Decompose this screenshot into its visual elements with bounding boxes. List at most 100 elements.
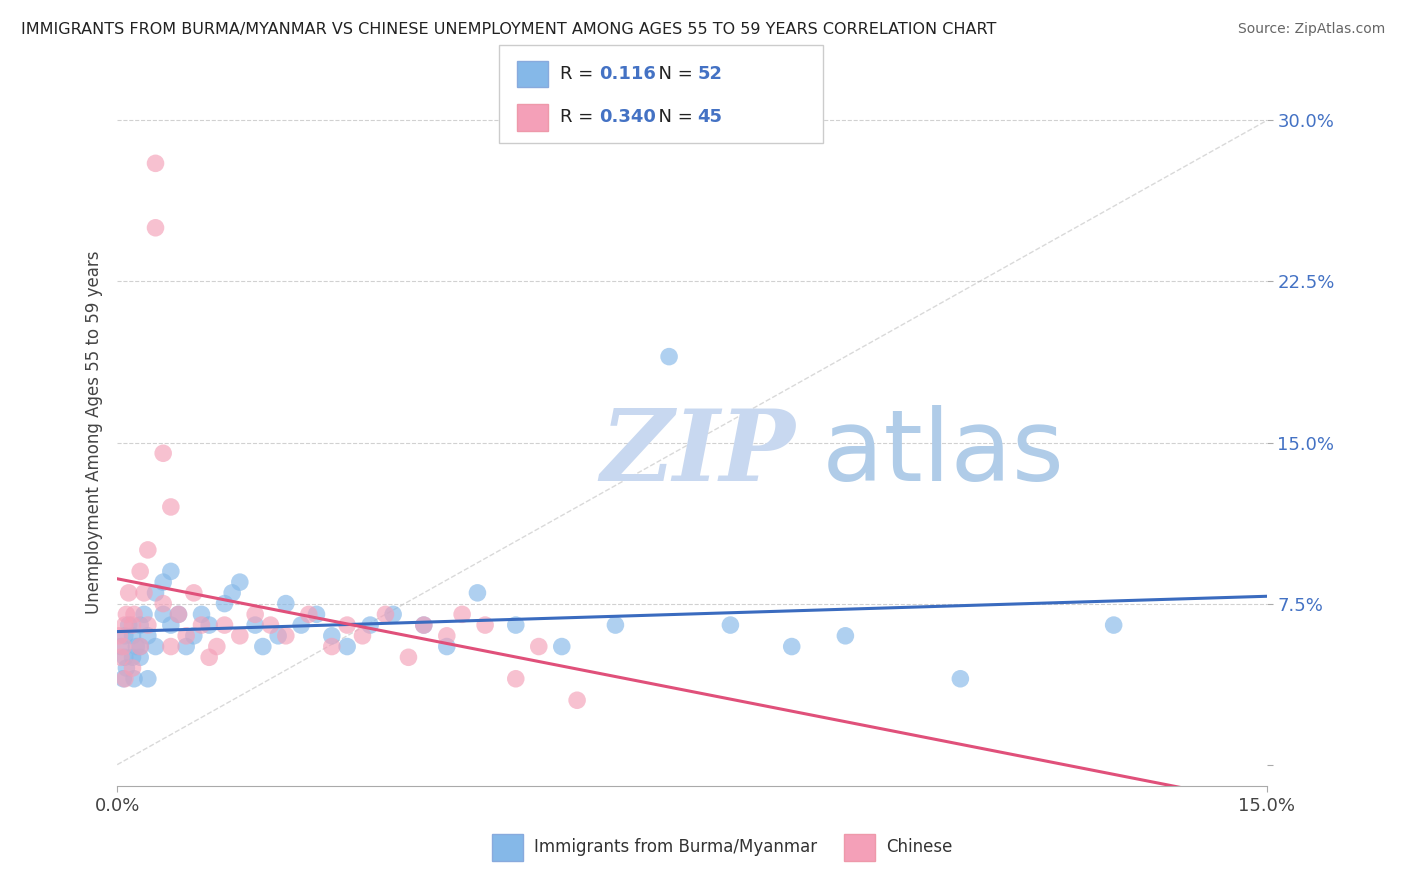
Point — [398, 650, 420, 665]
Text: R =: R = — [560, 109, 599, 127]
Point — [145, 220, 167, 235]
Point — [114, 618, 136, 632]
Point — [121, 618, 143, 632]
Point — [243, 618, 266, 632]
Point — [229, 575, 252, 590]
Point — [321, 640, 343, 654]
Point — [136, 672, 159, 686]
Point — [129, 640, 152, 654]
Point — [183, 586, 205, 600]
Point — [780, 640, 803, 654]
Text: Source: ZipAtlas.com: Source: ZipAtlas.com — [1237, 22, 1385, 37]
Point — [145, 586, 167, 600]
Point — [436, 629, 458, 643]
Point — [352, 629, 374, 643]
Point — [718, 618, 741, 632]
Point — [129, 565, 152, 579]
Point — [174, 640, 197, 654]
Point — [122, 607, 145, 622]
Text: 0.116: 0.116 — [599, 65, 655, 83]
Point — [336, 618, 359, 632]
Point — [121, 650, 143, 665]
Point — [136, 618, 159, 632]
Point — [152, 446, 174, 460]
Point — [136, 542, 159, 557]
Text: atlas: atlas — [600, 405, 1064, 501]
Point — [505, 618, 527, 632]
Point — [605, 618, 627, 632]
Point — [214, 618, 236, 632]
Point — [110, 650, 132, 665]
Point — [267, 629, 290, 643]
Point — [110, 640, 132, 654]
Point — [205, 640, 228, 654]
Text: 52: 52 — [697, 65, 723, 83]
Text: IMMIGRANTS FROM BURMA/MYANMAR VS CHINESE UNEMPLOYMENT AMONG AGES 55 TO 59 YEARS : IMMIGRANTS FROM BURMA/MYANMAR VS CHINESE… — [21, 22, 997, 37]
Point — [115, 607, 138, 622]
Point — [565, 693, 588, 707]
Point — [290, 618, 312, 632]
Point — [243, 607, 266, 622]
Point — [115, 661, 138, 675]
Text: ZIP: ZIP — [600, 405, 796, 501]
Point — [474, 618, 496, 632]
Point — [136, 629, 159, 643]
Point — [374, 607, 396, 622]
Point — [114, 672, 136, 686]
Point — [129, 650, 152, 665]
Point — [160, 565, 183, 579]
Text: N =: N = — [647, 109, 699, 127]
Point — [152, 607, 174, 622]
Y-axis label: Unemployment Among Ages 55 to 59 years: Unemployment Among Ages 55 to 59 years — [86, 250, 103, 614]
Point — [145, 156, 167, 170]
Point — [214, 597, 236, 611]
Point — [152, 575, 174, 590]
Point — [190, 618, 212, 632]
Point — [118, 586, 141, 600]
Point — [152, 597, 174, 611]
Text: 45: 45 — [697, 109, 723, 127]
Point — [167, 607, 190, 622]
Point — [198, 618, 221, 632]
Point — [336, 640, 359, 654]
Point — [274, 597, 297, 611]
Point — [252, 640, 274, 654]
Point — [527, 640, 550, 654]
Point — [229, 629, 252, 643]
Point — [160, 500, 183, 514]
Point — [174, 629, 197, 643]
Point — [129, 618, 152, 632]
Point — [412, 618, 434, 632]
Point — [114, 629, 136, 643]
Point — [132, 607, 155, 622]
Point — [949, 672, 972, 686]
Point — [467, 586, 489, 600]
Point — [451, 607, 474, 622]
Point — [658, 350, 681, 364]
Point — [121, 629, 143, 643]
Text: Immigrants from Burma/Myanmar: Immigrants from Burma/Myanmar — [534, 838, 817, 856]
Text: N =: N = — [647, 65, 699, 83]
Point — [412, 618, 434, 632]
Point — [221, 586, 243, 600]
Point — [125, 640, 148, 654]
Point — [160, 618, 183, 632]
Point — [305, 607, 328, 622]
Point — [129, 640, 152, 654]
Point — [505, 672, 527, 686]
Point — [274, 629, 297, 643]
Point — [167, 607, 190, 622]
Point — [114, 650, 136, 665]
Point — [132, 586, 155, 600]
Text: R =: R = — [560, 65, 599, 83]
Point — [190, 607, 212, 622]
Point — [436, 640, 458, 654]
Point — [145, 640, 167, 654]
Point — [160, 640, 183, 654]
Text: 0.340: 0.340 — [599, 109, 655, 127]
Point — [118, 618, 141, 632]
Point — [183, 629, 205, 643]
Point — [122, 672, 145, 686]
Point — [198, 650, 221, 665]
Point — [112, 640, 135, 654]
